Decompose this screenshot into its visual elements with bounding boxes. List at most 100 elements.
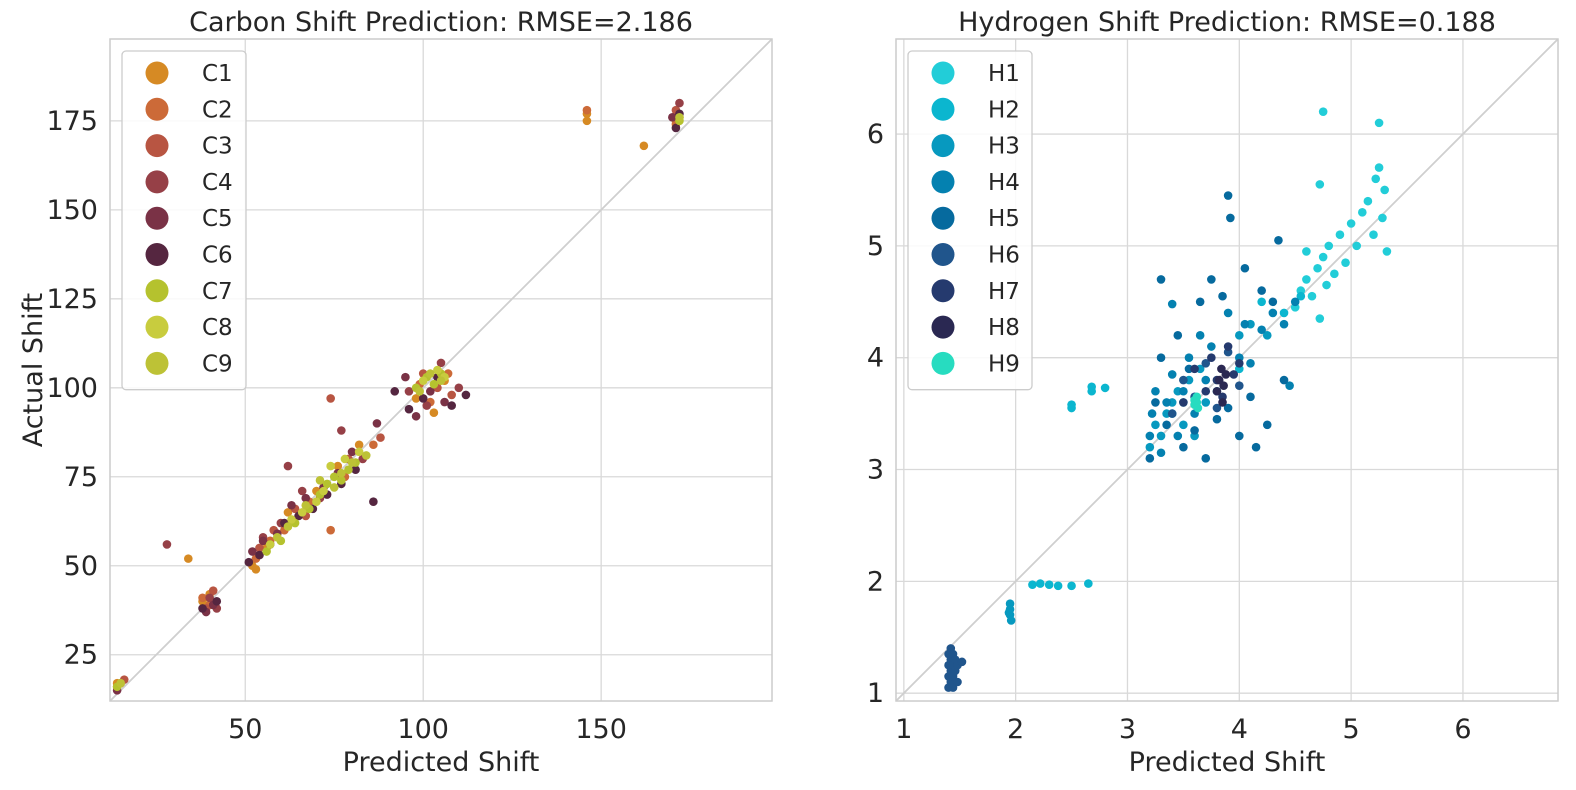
data-point — [1156, 353, 1166, 362]
data-point — [1173, 331, 1183, 340]
data-point — [1162, 398, 1171, 407]
data-point — [1296, 291, 1306, 301]
data-point — [1087, 386, 1096, 396]
data-point — [1346, 219, 1356, 228]
legend-label: H9 — [988, 351, 1020, 377]
data-point — [429, 379, 439, 389]
data-point — [1067, 581, 1076, 591]
legend: H1 H2 H3 H4 H5 H6 H7 H8 H9 — [907, 50, 1033, 391]
data-point — [1223, 191, 1233, 200]
legend-label: H1 — [988, 61, 1020, 87]
data-point — [1279, 319, 1289, 329]
x-tick-label: 1 — [895, 714, 912, 745]
data-point — [675, 113, 684, 122]
data-point — [326, 525, 335, 535]
data-point — [1084, 579, 1093, 588]
data-point — [272, 532, 282, 542]
data-point — [351, 465, 360, 474]
legend-item-h7: H7 — [931, 279, 1020, 305]
legend-item-h8: H8 — [931, 315, 1020, 341]
data-point — [415, 387, 424, 396]
legend-marker — [931, 279, 955, 303]
data-point — [1179, 386, 1188, 396]
data-point — [251, 565, 261, 574]
legend-label: C8 — [202, 315, 233, 341]
data-point — [1212, 403, 1222, 413]
y-tick-label: 125 — [46, 284, 98, 315]
legend-item-c2: C2 — [145, 97, 233, 123]
legend-label: C6 — [202, 243, 233, 269]
data-point — [957, 657, 967, 667]
data-point — [671, 123, 681, 133]
data-point — [404, 404, 414, 414]
legend-marker — [145, 170, 169, 194]
series-h3 — [1004, 319, 1272, 625]
y-tick-label: 50 — [64, 551, 98, 582]
data-point — [1035, 579, 1045, 588]
legend-label: C5 — [202, 206, 233, 232]
data-point — [1240, 319, 1250, 329]
data-point — [390, 387, 400, 396]
legend-marker — [931, 170, 955, 194]
data-point — [1162, 420, 1171, 430]
data-point — [1274, 235, 1283, 245]
data-point — [287, 515, 296, 524]
data-point — [1307, 291, 1317, 301]
data-point — [1352, 241, 1362, 251]
legend-label: C1 — [202, 61, 233, 87]
data-point — [1218, 291, 1227, 301]
x-tick-label: 150 — [575, 714, 627, 745]
legend-label: C7 — [202, 279, 233, 305]
legend-marker — [145, 351, 169, 375]
data-point — [208, 586, 218, 595]
data-point — [287, 500, 296, 510]
data-point — [1190, 426, 1199, 435]
data-point — [372, 419, 382, 428]
series-h6 — [944, 347, 1244, 692]
data-point — [1151, 398, 1160, 407]
data-point — [1251, 442, 1261, 452]
data-point — [1207, 275, 1216, 284]
data-point — [1100, 383, 1110, 393]
legend-marker — [931, 351, 955, 375]
data-point — [1156, 275, 1166, 284]
data-point — [1374, 163, 1384, 172]
data-point — [1218, 398, 1227, 407]
legend: C1 C2 C3 C4 C5 C6 C7 C8 C9 — [121, 50, 247, 391]
data-point — [1371, 174, 1381, 184]
data-point — [1193, 403, 1203, 413]
data-point — [1028, 580, 1037, 590]
series-h8 — [1212, 364, 1231, 407]
data-point — [255, 550, 264, 560]
data-point — [429, 408, 439, 418]
data-point — [1173, 431, 1183, 441]
x-tick-label: 100 — [397, 714, 449, 745]
data-point — [1246, 358, 1255, 368]
legend-label: H4 — [988, 170, 1020, 196]
data-point — [447, 401, 456, 410]
data-point — [668, 113, 677, 122]
x-tick-label: 6 — [1454, 714, 1471, 745]
data-point — [411, 411, 421, 421]
legend-marker — [145, 315, 169, 339]
legend-item-c5: C5 — [145, 206, 233, 232]
legend-marker — [145, 97, 169, 121]
data-point — [1318, 252, 1328, 262]
data-point — [1246, 392, 1255, 402]
legend-marker — [931, 206, 955, 230]
data-point — [1184, 353, 1194, 362]
data-point — [401, 372, 410, 382]
data-point — [1382, 247, 1392, 256]
plot-frame — [895, 38, 1559, 702]
y-tick-label: 25 — [64, 640, 98, 671]
data-point — [1167, 409, 1177, 418]
data-point — [1322, 280, 1331, 290]
data-point — [1201, 386, 1211, 396]
legend-marker — [931, 61, 955, 85]
y-axis-label: Actual Shift — [18, 293, 49, 448]
data-point — [953, 677, 962, 687]
data-point — [422, 401, 432, 410]
data-point — [582, 105, 592, 115]
data-point — [1156, 448, 1166, 458]
